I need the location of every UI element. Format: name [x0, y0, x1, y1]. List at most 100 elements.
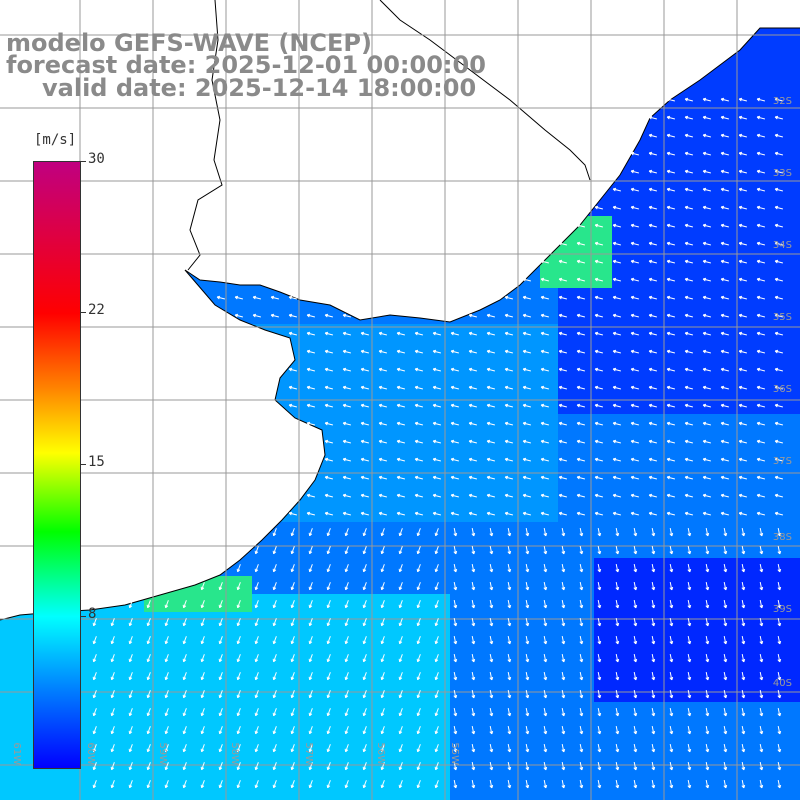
argentina-coastline: [0, 269, 326, 621]
wind-speed-cell: [396, 576, 414, 594]
brazil-border: [379, 0, 591, 181]
wind-speed-cell: [0, 738, 18, 756]
wind-speed-cell: [666, 540, 684, 558]
wind-arrow: [290, 762, 295, 771]
wind-arrow: [288, 385, 297, 390]
wind-arrow: [702, 277, 711, 282]
wind-arrow: [543, 617, 548, 627]
wind-arrow: [669, 563, 674, 573]
wind-arrow: [774, 475, 783, 480]
wind-speed-cell: [504, 720, 522, 738]
wind-arrow: [576, 493, 585, 498]
wind-arrow: [540, 367, 549, 372]
wind-arrow: [558, 349, 567, 354]
wind-arrow: [272, 564, 277, 573]
wind-speed-cell: [666, 162, 684, 180]
wind-arrow: [254, 726, 259, 735]
wind-speed-cell: [162, 594, 180, 612]
wind-speed-cell: [792, 288, 800, 306]
wind-speed-cell: [342, 774, 360, 792]
wind-speed-cell: [504, 594, 522, 612]
wind-arrow: [344, 528, 349, 537]
wind-arrow: [597, 761, 602, 771]
wind-speed-cell: [522, 360, 540, 378]
wind-speed-cell: [630, 558, 648, 576]
wind-arrow: [164, 726, 169, 735]
wind-arrow: [489, 545, 494, 555]
wind-arrow: [398, 618, 403, 627]
wind-speed-cell: [342, 324, 360, 342]
wind-arrow: [486, 475, 495, 480]
colorbar-tick-mark-22: [80, 312, 86, 313]
wind-arrow: [290, 726, 295, 735]
wind-arrow: [738, 115, 747, 120]
wind-speed-cell: [594, 648, 612, 666]
wind-speed-cell: [270, 684, 288, 702]
wind-speed-cell: [612, 630, 630, 648]
wind-arrow: [398, 600, 403, 609]
wind-arrow: [434, 582, 439, 591]
wind-speed-cell: [702, 522, 720, 540]
wind-arrow: [218, 690, 223, 699]
wind-arrow: [756, 97, 765, 102]
wind-speed-cell: [774, 414, 792, 432]
wind-arrow: [128, 726, 133, 735]
wind-arrow: [254, 708, 259, 717]
wind-arrow: [738, 151, 747, 156]
wind-arrow: [200, 582, 205, 591]
wind-speed-cell: [378, 630, 396, 648]
wind-arrow: [507, 761, 512, 771]
wind-arrow: [594, 385, 603, 390]
lat-label: 37S: [773, 456, 792, 467]
wind-arrow: [507, 545, 512, 555]
wind-arrow: [396, 511, 405, 516]
wind-arrow: [558, 331, 567, 336]
wind-arrow: [594, 511, 603, 516]
wind-speed-cell: [252, 630, 270, 648]
wind-speed-cell: [684, 666, 702, 684]
wind-speed-cell: [486, 648, 504, 666]
wind-speed-cell: [648, 666, 666, 684]
wind-speed-cell: [756, 36, 774, 54]
wind-speed-cell: [684, 216, 702, 234]
wind-speed-cell: [162, 792, 180, 800]
wind-speed-cell: [288, 630, 306, 648]
wind-speed-cell: [216, 630, 234, 648]
wind-arrow: [504, 385, 513, 390]
wind-speed-cell: [0, 630, 18, 648]
wind-speed-cell: [702, 216, 720, 234]
colorbar-tick-8: 8: [88, 606, 97, 622]
wind-arrow: [777, 725, 782, 735]
wind-arrow: [561, 761, 566, 771]
wind-arrow: [669, 635, 674, 645]
wind-arrow: [540, 349, 549, 354]
wind-arrow: [254, 582, 259, 591]
wind-speed-cell: [414, 774, 432, 792]
wind-arrow: [702, 151, 711, 156]
wind-arrow: [738, 475, 747, 480]
wind-speed-cell: [648, 378, 666, 396]
wind-arrow: [540, 511, 549, 516]
wind-speed-cell: [252, 738, 270, 756]
wind-speed-cell: [774, 486, 792, 504]
wind-speed-cell: [630, 486, 648, 504]
wind-arrow: [741, 761, 746, 771]
wind-speed-cell: [702, 126, 720, 144]
wind-speed-cell: [540, 342, 558, 360]
wind-arrow: [146, 690, 151, 699]
wind-arrow: [543, 761, 548, 771]
wind-speed-cell: [234, 666, 252, 684]
wind-speed-cell: [720, 720, 738, 738]
wind-arrow: [504, 295, 513, 300]
wind-speed-cell: [72, 792, 90, 800]
wind-speed-cell: [306, 612, 324, 630]
wind-speed-cell: [684, 648, 702, 666]
wind-arrow: [326, 744, 331, 753]
wind-speed-cell: [648, 702, 666, 720]
wind-arrow: [380, 690, 385, 699]
wind-arrow: [774, 421, 783, 426]
wind-arrow: [651, 635, 656, 645]
wind-speed-cell: [396, 612, 414, 630]
wind-arrow: [615, 761, 620, 771]
wind-speed-cell: [684, 792, 702, 800]
